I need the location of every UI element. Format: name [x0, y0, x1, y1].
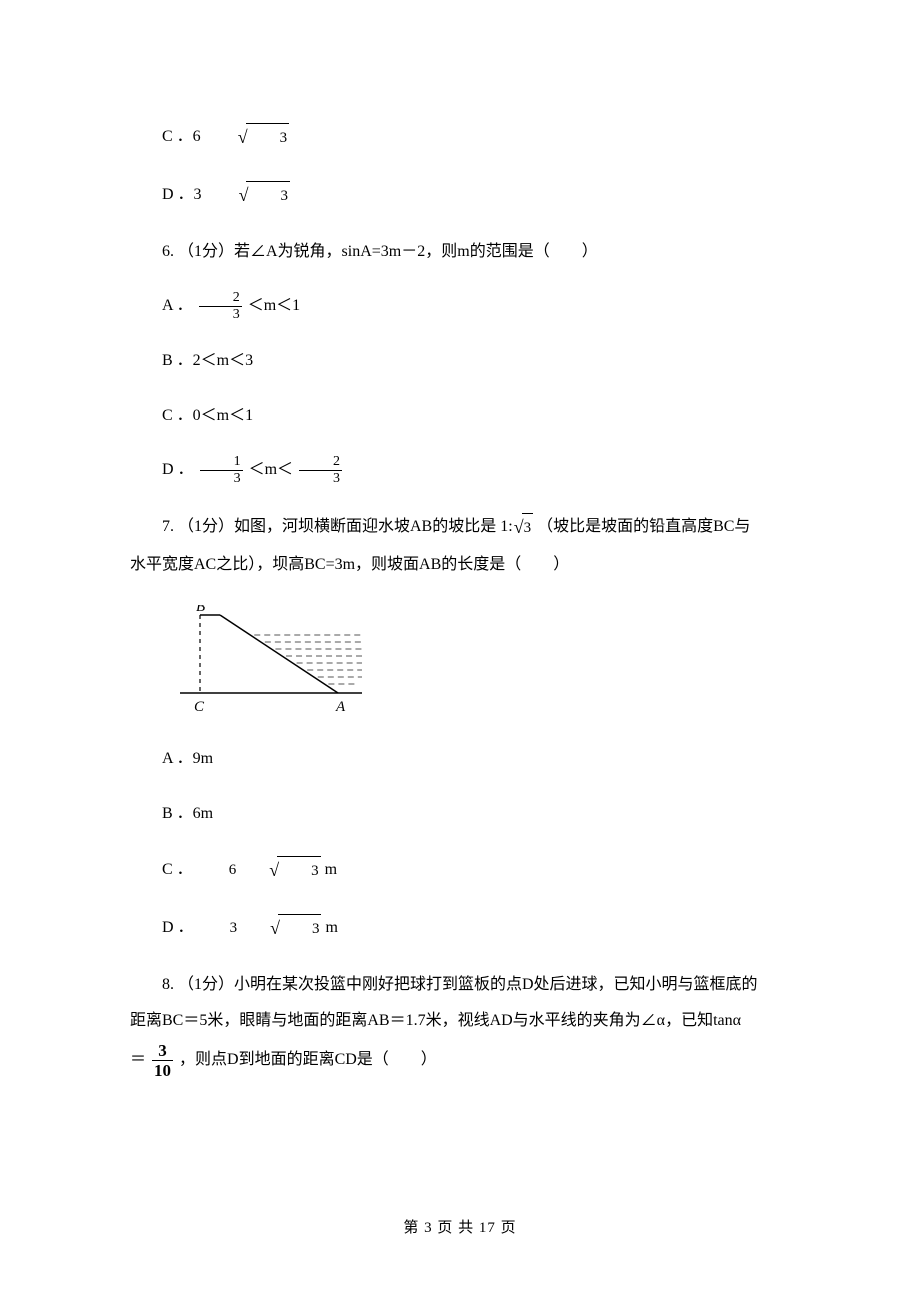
q8-l3-p1: ＝ [130, 1052, 150, 1069]
q6-d-mid: ＜m＜ [249, 461, 293, 478]
q7-d-unit: m [325, 919, 337, 936]
q7-option-d: D ． 3√3 m [130, 911, 790, 945]
ratio-prefix: 1: [500, 518, 512, 535]
q8-stem-l2: 距离BC＝5米，眼睛与地面的距离AB＝1.7米，视线AD与水平线的夹角为∠α，已… [130, 1006, 790, 1036]
q6-option-d: D ． 1 3 ＜m＜ 2 3 [130, 455, 790, 486]
ratio-1-sqrt3: 1:√3 [500, 518, 537, 535]
q7-stem-line1: 7. （1分）如图，河坝横断面迎水坡AB的坡比是 1:√3 （坡比是坡面的铅直高… [130, 510, 790, 544]
prev-d-prefix: D ．3 [162, 186, 202, 203]
three-sqrt3: 3√3 [198, 911, 322, 945]
q6-option-b: B ．2＜m＜3 [130, 346, 790, 376]
prev-c-prefix: C ．6 [162, 128, 201, 145]
q6-d-prefix: D ． [162, 461, 194, 478]
q8-stem-l3: ＝ 3 10 ，则点D到地面的距离CD是（ ） [130, 1042, 790, 1079]
q6-option-c: C ．0＜m＜1 [130, 401, 790, 431]
sqrt-3-c: √3 [206, 120, 289, 154]
six-sqrt3: 6√3 [197, 853, 321, 887]
sqrt-3-ratio: √3 [514, 510, 533, 544]
q6-a-suffix: ＜m＜1 [248, 297, 300, 314]
svg-text:B: B [196, 605, 205, 615]
q7-stem-p2: （坡比是坡面的铅直高度BC与 [537, 518, 750, 535]
q8-stem-l1: 8. （1分）小明在某次投篮中刚好把球打到篮板的点D处后进球，已知小明与篮框底的 [130, 970, 790, 1000]
q7-c-unit: m [325, 861, 337, 878]
svg-text:A: A [335, 699, 346, 713]
dam-diagram-svg: B C A [162, 605, 362, 713]
prev-option-d: D ．3 √3 [130, 178, 790, 212]
q7-diagram: B C A [162, 605, 790, 724]
page-footer: 第 3 页 共 17 页 [0, 1214, 920, 1243]
q7-stem-p1: 7. （1分）如图，河坝横断面迎水坡AB的坡比是 [130, 512, 496, 542]
prev-option-c: C ．6 √3 [130, 120, 790, 154]
q7-option-c: C ． 6√3 m [130, 853, 790, 887]
page: C ．6 √3 D ．3 √3 6. （1分）若∠A为锐角，sinA=3m－2，… [0, 0, 920, 1302]
frac-2-3: 2 3 [199, 291, 242, 322]
frac-3-10: 3 10 [152, 1042, 173, 1079]
svg-text:C: C [194, 699, 205, 713]
q7-option-b: B ．6m [130, 799, 790, 829]
q7-stem-line2: 水平宽度AC之比），坝高BC=3m，则坡面AB的长度是（ ） [130, 550, 790, 580]
frac-1-3: 1 3 [200, 455, 243, 486]
frac-2-3-b: 2 3 [299, 455, 342, 486]
q7-c-prefix: C ． [162, 861, 193, 878]
q6-option-a: A ． 2 3 ＜m＜1 [130, 291, 790, 322]
sqrt-3-d: √3 [207, 178, 290, 212]
q6-stem: 6. （1分）若∠A为锐角，sinA=3m－2，则m的范围是（ ） [130, 237, 790, 267]
q7-option-a: A ．9m [130, 744, 790, 774]
q7-d-prefix: D ． [162, 919, 194, 936]
q8-l3-p2: ，则点D到地面的距离CD是（ ） [179, 1052, 437, 1069]
q6-a-prefix: A ． [162, 297, 193, 314]
